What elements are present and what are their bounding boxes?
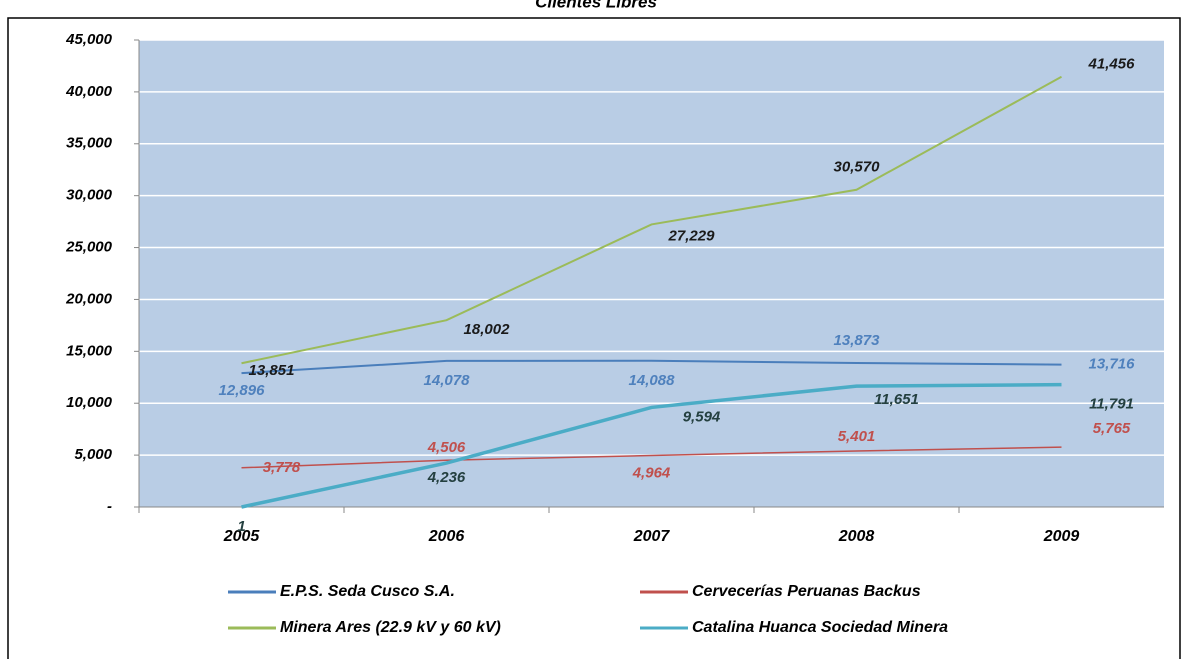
- y-tick-label: 25,000: [65, 239, 113, 256]
- y-tick-label: 45,000: [65, 31, 113, 48]
- data-label: 1: [237, 518, 245, 535]
- y-tick-label: 30,000: [66, 187, 113, 204]
- data-label: 41,456: [1088, 56, 1136, 73]
- y-tick-label: 40,000: [65, 83, 113, 100]
- y-tick-label: 35,000: [66, 135, 113, 152]
- data-label: 5,401: [838, 428, 876, 445]
- data-label: 18,002: [464, 321, 511, 338]
- y-tick-label: 15,000: [66, 342, 113, 359]
- plot-area: [139, 40, 1164, 507]
- legend-label: Cervecerías Peruanas Backus: [692, 583, 921, 600]
- data-label: 5,765: [1093, 420, 1131, 437]
- data-label: 9,594: [683, 408, 721, 425]
- data-label: 13,873: [834, 332, 881, 349]
- data-label: 3,778: [263, 459, 301, 476]
- x-tick-label: 2005: [223, 528, 261, 545]
- series-line: [241, 359, 1062, 375]
- data-label: 13,716: [1089, 356, 1136, 373]
- series-line: [241, 446, 1062, 469]
- y-tick-label: 20,000: [65, 290, 113, 307]
- legend-label: E.P.S. Seda Cusco S.A.: [280, 583, 455, 600]
- series-line: [241, 75, 1062, 365]
- data-label: 14,088: [629, 372, 676, 389]
- data-label: 14,078: [424, 372, 471, 389]
- y-tick-label: 5,000: [74, 446, 112, 463]
- series-line: [241, 382, 1062, 509]
- y-tick-label: -: [107, 498, 112, 515]
- chart-title: Clientes Libres: [535, 0, 657, 11]
- data-label: 11,651: [874, 391, 919, 408]
- data-label: 11,791: [1089, 396, 1134, 413]
- data-label: 27,229: [668, 227, 716, 244]
- x-tick-label: 2009: [1043, 528, 1080, 545]
- x-tick-label: 2007: [633, 528, 671, 545]
- y-tick-label: 10,000: [66, 394, 113, 411]
- data-label: 30,570: [834, 159, 881, 176]
- frame: [7, 17, 1181, 659]
- data-label: 12,896: [219, 382, 266, 399]
- legend-label: Minera Ares (22.9 kV y 60 kV): [280, 619, 501, 636]
- data-label: 13,851: [249, 362, 295, 379]
- data-label: 4,506: [427, 439, 466, 456]
- x-tick-label: 2006: [428, 528, 465, 545]
- data-label: 4,236: [427, 469, 466, 486]
- legend-label: Catalina Huanca Sociedad Minera: [692, 619, 948, 636]
- x-tick-label: 2008: [838, 528, 875, 545]
- data-label: 4,964: [632, 464, 671, 481]
